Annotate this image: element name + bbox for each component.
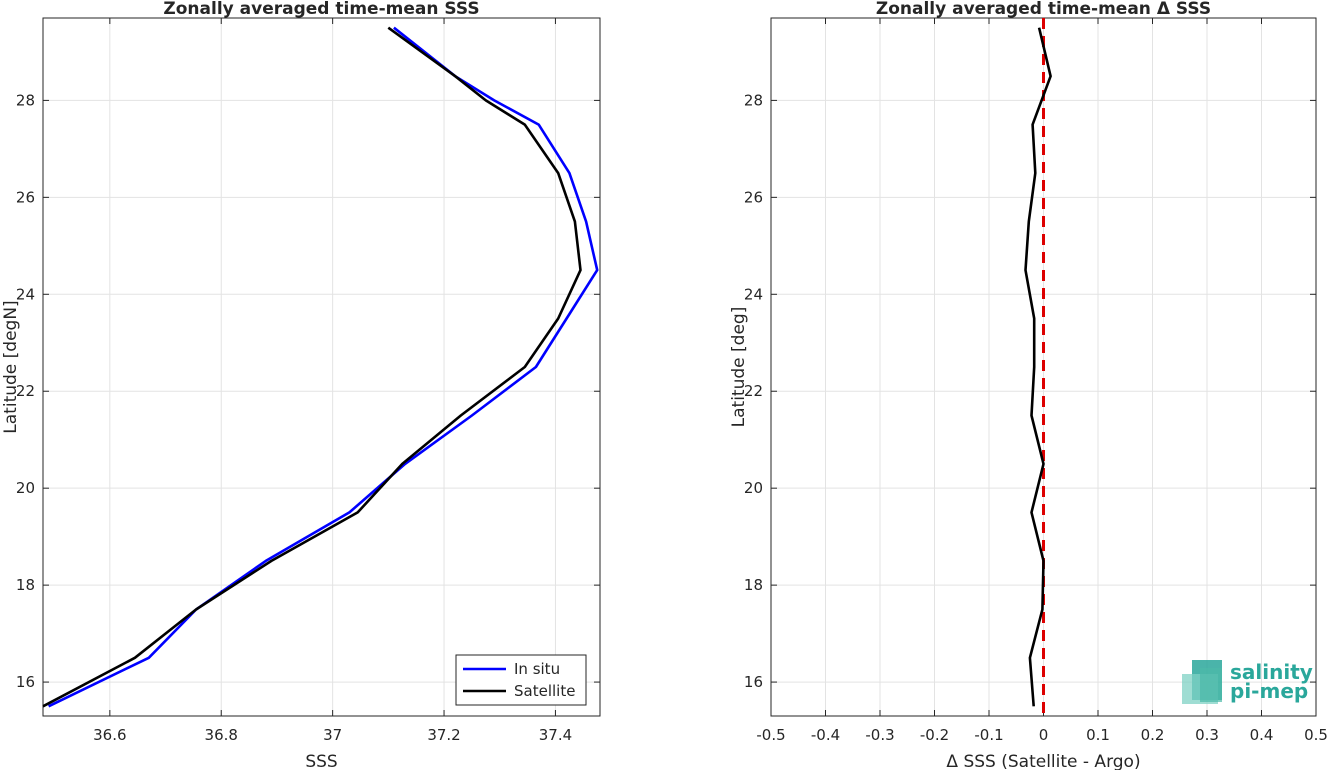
logo-line2: pi-mep [1230,679,1308,703]
axes-box [42,17,601,717]
y-tick-label: 28 [744,91,763,109]
y-axis-label: Latitude [deg] [729,307,749,428]
y-tick-label: 24 [744,285,763,303]
chart-title: Zonally averaged time-mean SSS [163,0,479,19]
y-tick-label: 18 [16,576,35,594]
x-tick-label: -0.5 [756,726,785,744]
x-axis-label: Δ SSS (Satellite - Argo) [946,752,1140,770]
x-tick-label: 0.5 [1304,726,1328,744]
x-tick-label: 37 [323,726,342,744]
legend-label: In situ [514,660,560,678]
x-tick-label: 0.4 [1250,726,1274,744]
y-tick-label: 26 [744,188,763,206]
x-tick-label: 37.2 [427,726,460,744]
x-tick-label: 0.1 [1086,726,1110,744]
x-tick-label: 37.4 [539,726,572,744]
legend-box [455,654,587,706]
left-panel: 36.6 36.8 37 37.2 37.4 16 18 20 22 24 26 28 Zonally … [1,0,601,770]
y-axis-label: Latitude [degN] [1,300,21,433]
series-line-1 [42,26,582,708]
x-tick-label: -0.3 [865,726,894,744]
x-axis-label: SSS [305,752,337,770]
x-tick-label: 36.8 [205,726,238,744]
x-tick-label: 0.2 [1141,726,1165,744]
chart-title: Zonally averaged time-mean Δ SSS [876,0,1211,19]
logo-wave-shape [1200,668,1222,702]
logo-line1: salinity [1230,660,1313,684]
x-tick-label: -0.4 [811,726,840,744]
y-tick-label: 20 [744,479,763,497]
y-tick-label: 22 [16,382,35,400]
x-tick-label: 0.3 [1195,726,1219,744]
y-tick-label: 20 [16,479,35,497]
y-tick-label: 26 [16,188,35,206]
y-tick-label: 16 [744,673,763,691]
legend-label: Satellite [514,682,575,700]
series-line-0 [1024,27,1052,707]
salinity-pimep-logo: salinity pi-mep [1182,660,1313,704]
x-tick-label: -0.2 [920,726,949,744]
y-tick-label: 28 [16,91,35,109]
right-panel: -0.5 -0.4 -0.3 -0.2 -0.1 0 0.1 0.2 0.3 0.4 0.5 16 18… [729,0,1328,770]
x-tick-label: 36.6 [93,726,126,744]
x-tick-label: 0 [1039,726,1049,744]
y-tick-label: 16 [16,673,35,691]
x-tick-label: -0.1 [974,726,1003,744]
y-tick-label: 22 [744,382,763,400]
y-tick-label: 18 [744,576,763,594]
y-tick-label: 24 [16,285,35,303]
series-line-0 [48,26,599,708]
